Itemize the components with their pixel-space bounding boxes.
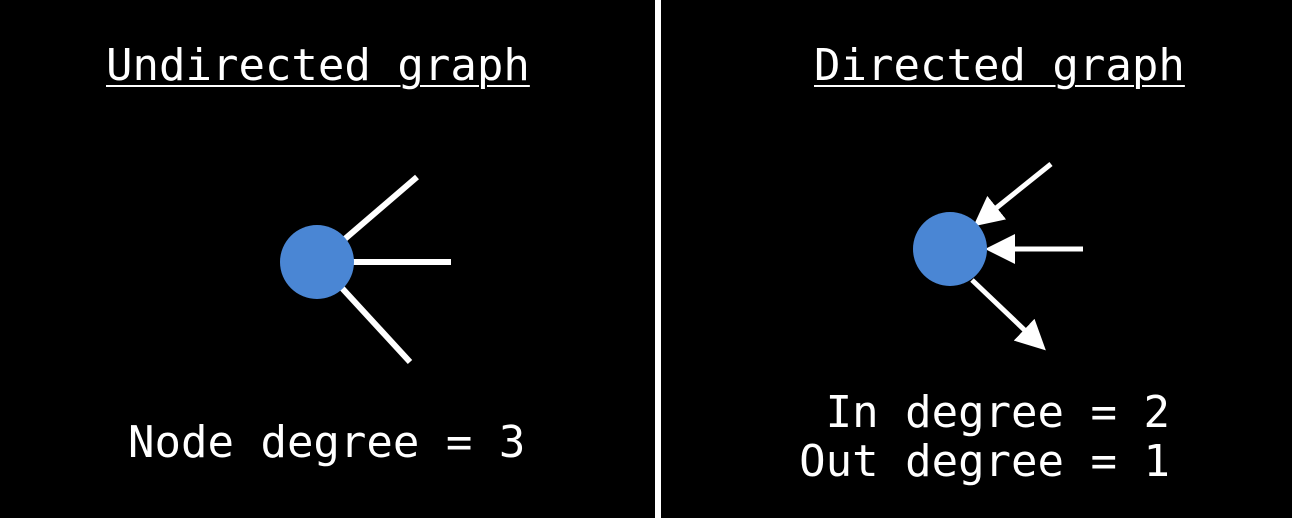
undirected-node <box>280 225 354 299</box>
in-degree-caption: In degree = 2 <box>825 387 1170 438</box>
node-degree-caption: Node degree = 3 <box>128 417 526 468</box>
panel-divider <box>655 0 661 518</box>
undirected-panel: Undirected graph Node degree = 3 <box>106 40 530 468</box>
directed-diagram <box>913 162 1083 351</box>
directed-panel: Directed graph In degree = 2 Out degree … <box>662 0 1292 518</box>
directed-title: Directed graph <box>814 40 1185 91</box>
out-edge <box>970 278 1046 351</box>
undirected-title: Undirected graph <box>106 40 530 91</box>
undirected-diagram <box>280 174 451 365</box>
out-degree-caption: Out degree = 1 <box>799 436 1170 487</box>
in-edge-upper <box>973 162 1053 227</box>
directed-node <box>913 212 987 286</box>
